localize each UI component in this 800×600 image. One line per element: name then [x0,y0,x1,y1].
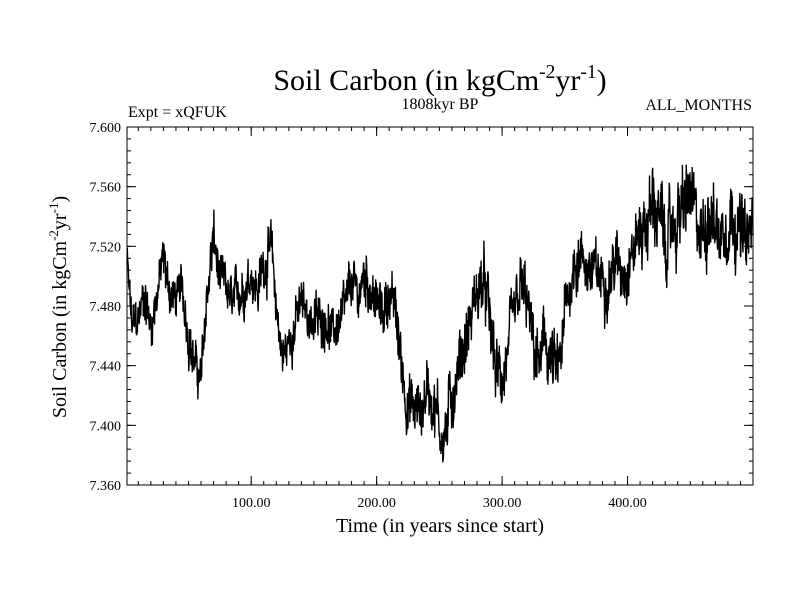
series-line-soil-carbon [126,164,754,463]
y-tick-label: 7.480 [90,300,122,315]
y-tick-label: 7.600 [90,121,122,136]
y-tick-label: 7.440 [90,360,122,375]
months-label: ALL_MONTHS [645,97,752,114]
plot-frame [126,126,754,486]
chart-title: Soil Carbon (in kgCm-2yr-1) [273,62,606,97]
x-tick-label: 400.00 [608,496,647,511]
x-axis-label: Time (in years since start) [336,515,544,537]
y-tick-label: 7.360 [90,479,122,494]
series-layer [126,164,754,463]
y-tick-label: 7.400 [90,419,122,434]
y-tick-label: 7.560 [90,181,122,196]
tick-labels-layer: 100.00 200.00 300.00 400.00 7.360 7.400 7.440 7… [90,121,647,511]
y-tick-label: 7.520 [90,240,122,255]
x-tick-label: 100.00 [232,496,271,511]
y-axis-label: Soil Carbon (in kgCm-2yr-1) [46,196,71,418]
x-tick-label: 300.00 [483,496,522,511]
ticks-layer [127,126,754,486]
experiment-label: Expt = xQFUK [128,104,227,121]
x-tick-label: 200.00 [357,496,396,511]
period-label: 1808kyr BP [402,96,479,113]
